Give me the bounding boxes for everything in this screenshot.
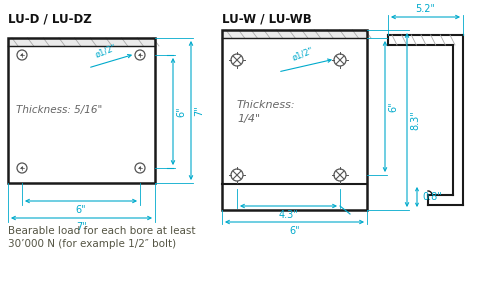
Text: LU-D / LU-DZ: LU-D / LU-DZ: [8, 13, 92, 26]
Text: LU-W / LU-WB: LU-W / LU-WB: [222, 13, 312, 26]
Text: 6": 6": [76, 205, 86, 215]
Text: 7": 7": [194, 105, 204, 116]
Text: Thickness: 5/16": Thickness: 5/16": [16, 105, 102, 114]
Circle shape: [21, 167, 23, 169]
Text: ø1/2": ø1/2": [94, 42, 118, 59]
Text: 0.8": 0.8": [422, 192, 442, 202]
Circle shape: [139, 167, 141, 169]
Text: Bearable load for each bore at least: Bearable load for each bore at least: [8, 226, 195, 236]
Bar: [8, 38, 155, 183]
Text: Thickness:: Thickness:: [237, 100, 296, 110]
Text: 6": 6": [176, 106, 186, 117]
Text: 5.2": 5.2": [416, 4, 435, 14]
Circle shape: [21, 54, 23, 56]
Circle shape: [139, 54, 141, 56]
Text: 4.3": 4.3": [278, 210, 299, 220]
Text: 8.3": 8.3": [410, 110, 420, 130]
Text: 30’000 N (for example 1/2″ bolt): 30’000 N (for example 1/2″ bolt): [8, 239, 176, 249]
Text: 6": 6": [289, 226, 300, 236]
Text: 6": 6": [388, 101, 398, 112]
Text: ø1/2": ø1/2": [291, 45, 315, 62]
Text: 1/4": 1/4": [237, 114, 260, 124]
Bar: [222, 30, 367, 210]
Text: 7": 7": [76, 222, 87, 232]
